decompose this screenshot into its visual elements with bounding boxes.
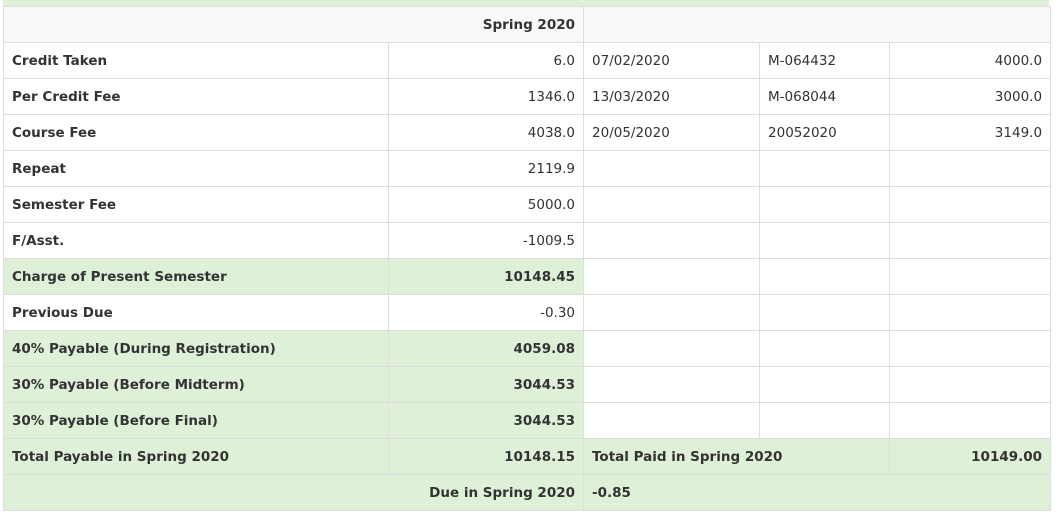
table-row: Previous Due -0.30 [3,294,1052,331]
table-row: Per Credit Fee 1346.0 13/03/2020 M-06804… [3,78,1052,115]
row-value: 6.0 [387,42,585,79]
row-label: Repeat [3,150,389,187]
empty-cell [759,258,891,295]
row-value: 10148.45 [387,258,585,295]
payment-amount: 3000.0 [889,78,1052,115]
empty-cell [583,186,761,223]
total-payable-label: Total Payable in Spring 2020 [3,438,389,475]
empty-cell [759,150,891,187]
empty-cell [759,294,891,331]
empty-cell [759,222,891,259]
empty-cell [583,150,761,187]
empty-cell [583,258,761,295]
empty-cell [759,402,891,439]
table-row: Charge of Present Semester 10148.45 [3,258,1052,295]
row-label: Course Fee [3,114,389,151]
row-value: -0.30 [387,294,585,331]
empty-cell [889,258,1052,295]
row-value: -1009.5 [387,222,585,259]
empty-cell [583,366,761,403]
table-row: F/Asst. -1009.5 [3,222,1052,259]
payment-date: 07/02/2020 [583,42,761,79]
empty-cell [583,402,761,439]
row-label: Charge of Present Semester [3,258,389,295]
row-value: 1346.0 [387,78,585,115]
table-row: Credit Taken 6.0 07/02/2020 M-064432 400… [3,42,1052,79]
header-filler [583,6,1052,43]
empty-cell [583,294,761,331]
payment-ref: 20052020 [759,114,891,151]
table-row: Repeat 2119.9 [3,150,1052,187]
semester-header: Spring 2020 [2,6,585,43]
row-label: F/Asst. [3,222,389,259]
empty-cell [889,222,1052,259]
row-value: 3044.53 [387,402,585,439]
semester-header-row: Spring 2020 [2,6,1052,43]
payment-date: 13/03/2020 [583,78,761,115]
empty-cell [583,222,761,259]
total-paid-label: Total Paid in Spring 2020 [583,438,891,475]
row-label: 30% Payable (Before Midterm) [3,366,389,403]
empty-cell [759,330,891,367]
payment-ref: M-064432 [759,42,891,79]
total-paid-value: 10149.00 [889,438,1052,475]
payment-date: 20/05/2020 [583,114,761,151]
empty-cell [583,330,761,367]
due-label: Due in Spring 2020 [2,474,585,511]
due-row: Due in Spring 2020 -0.85 [2,474,1052,511]
empty-cell [889,402,1052,439]
row-label: 40% Payable (During Registration) [3,330,389,367]
empty-cell [759,366,891,403]
empty-cell [889,294,1052,331]
table-row: Course Fee 4038.0 20/05/2020 20052020 31… [3,114,1052,151]
row-value: 4038.0 [387,114,585,151]
row-label: Semester Fee [3,186,389,223]
due-value: -0.85 [583,474,1052,511]
payment-ref: M-068044 [759,78,891,115]
row-label: Previous Due [3,294,389,331]
row-value: 2119.9 [387,150,585,187]
empty-cell [889,150,1052,187]
row-label: Per Credit Fee [3,78,389,115]
row-value: 5000.0 [387,186,585,223]
payment-amount: 4000.0 [889,42,1052,79]
row-label: Credit Taken [3,42,389,79]
fee-table: Spring 2020 Credit Taken 6.0 07/02/2020 … [2,6,1052,511]
payment-amount: 3149.0 [889,114,1052,151]
empty-cell [889,330,1052,367]
table-row: Semester Fee 5000.0 [3,186,1052,223]
table-row: 40% Payable (During Registration) 4059.0… [3,330,1052,367]
table-row: 30% Payable (Before Midterm) 3044.53 [3,366,1052,403]
empty-cell [759,186,891,223]
empty-cell [889,366,1052,403]
row-label: 30% Payable (Before Final) [3,402,389,439]
empty-cell [889,186,1052,223]
row-value: 4059.08 [387,330,585,367]
table-row: 30% Payable (Before Final) 3044.53 [3,402,1052,439]
total-row: Total Payable in Spring 2020 10148.15 To… [3,438,1052,475]
total-payable-value: 10148.15 [387,438,585,475]
row-value: 3044.53 [387,366,585,403]
